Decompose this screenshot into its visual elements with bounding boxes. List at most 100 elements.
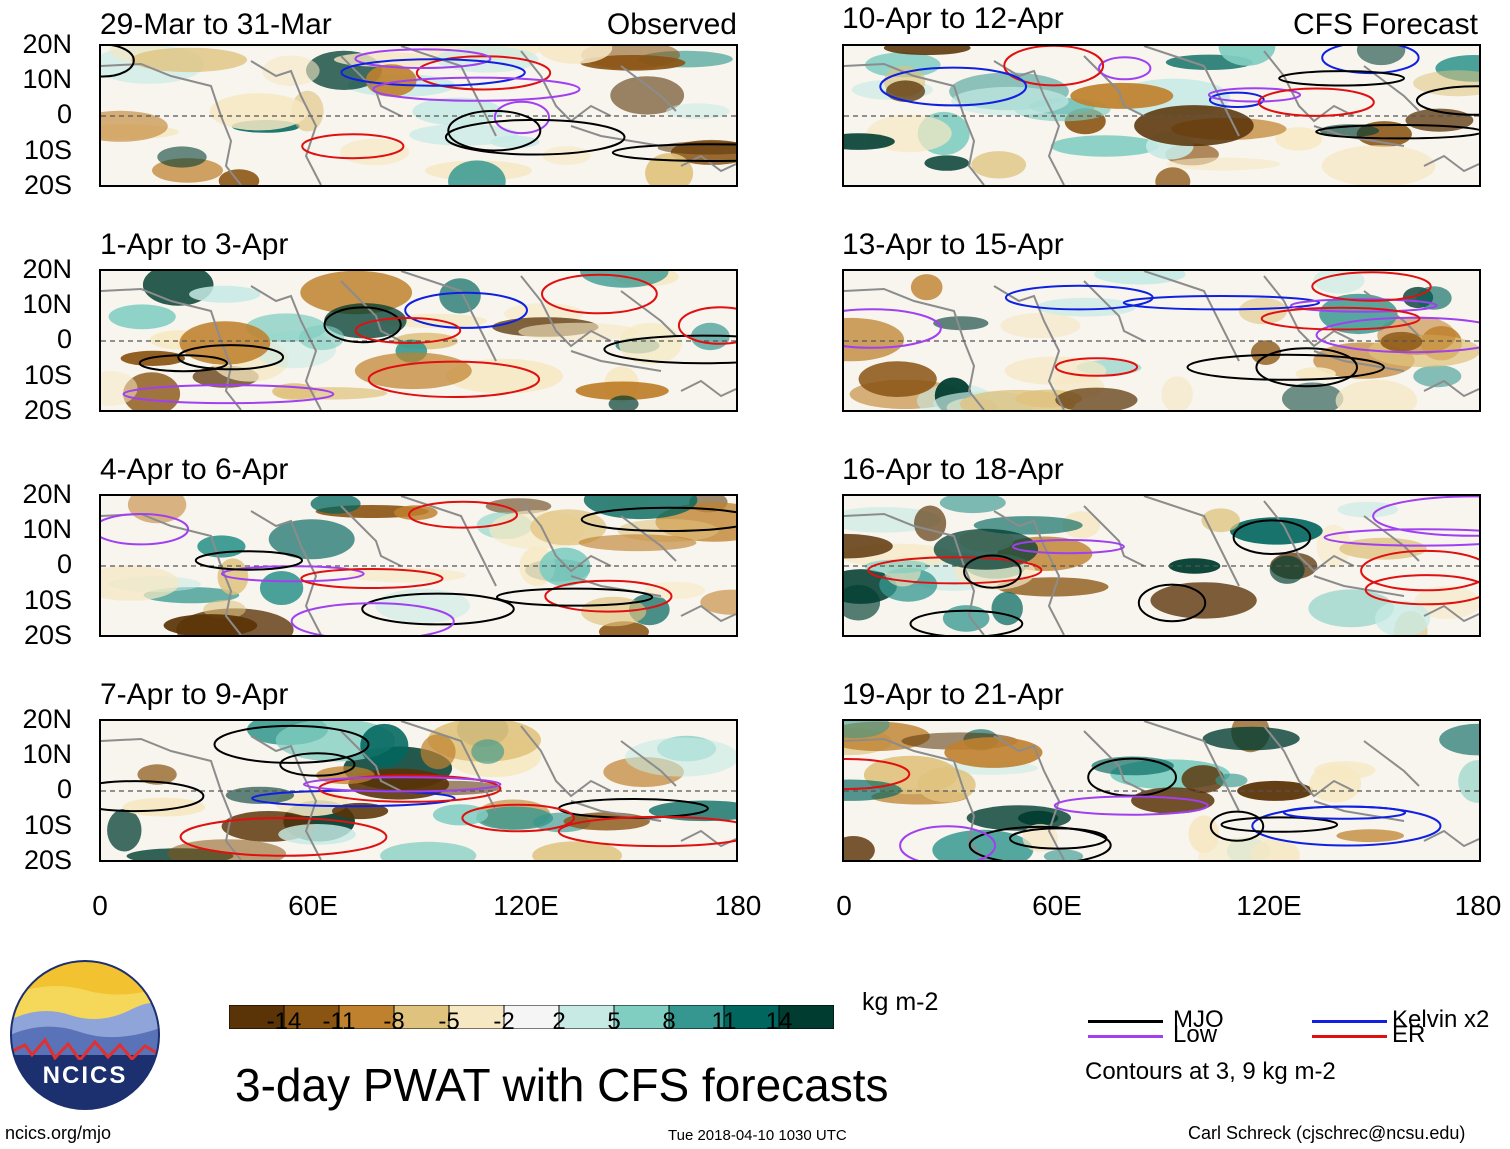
- anomaly-blob: [209, 93, 308, 131]
- mjo-contour: [963, 554, 1022, 589]
- map-panel-observed-3: [99, 494, 738, 637]
- coastline: [1423, 604, 1479, 623]
- coastline: [1263, 50, 1355, 123]
- anomaly-blob: [1155, 167, 1191, 185]
- kelvin-contour: [340, 58, 526, 87]
- anomaly-blob: [137, 764, 177, 785]
- lat-label-0-panel-1: 0: [56, 99, 72, 129]
- anomaly-blob: [942, 605, 990, 632]
- coastline: [1263, 500, 1355, 573]
- anomaly-blob: [1050, 135, 1160, 157]
- anomaly-blob: [530, 509, 607, 546]
- colorbar-tick-label: 8: [662, 1008, 676, 1035]
- legend-note: Contours at 3, 9 kg m-2: [1085, 1058, 1336, 1085]
- low-contour: [1053, 795, 1209, 816]
- mjo-contour: [1137, 583, 1207, 623]
- lat-label-10n-panel-4: 10N: [22, 739, 72, 769]
- mjo-contour: [909, 609, 1024, 635]
- coastline: [1423, 379, 1479, 398]
- legend-label-er: ER: [1392, 1021, 1426, 1048]
- anomaly-blob: [179, 321, 271, 365]
- anomaly-blob: [844, 836, 875, 860]
- anomaly-blob: [163, 614, 258, 635]
- anomaly-blob: [310, 496, 361, 514]
- footer-timestamp: Tue 2018-04-10 1030 UTC: [668, 1127, 847, 1144]
- anomaly-blob: [1036, 297, 1136, 317]
- anomaly-blob: [108, 304, 176, 330]
- coastline: [1143, 496, 1240, 587]
- lat-label-20s-panel-4: 20S: [23, 845, 72, 875]
- legend-line-er: [1312, 1035, 1387, 1038]
- kelvin-contour: [1122, 295, 1321, 311]
- er-contour: [1003, 46, 1105, 87]
- coastline: [570, 125, 662, 147]
- anomaly-blob: [1181, 765, 1225, 794]
- map-panel-forecast-3: [842, 494, 1481, 637]
- lat-label-10n-panel-1: 10N: [22, 64, 72, 94]
- mjo-contour: [1255, 347, 1359, 388]
- er-contour: [367, 360, 541, 399]
- low-contour: [302, 776, 502, 793]
- coastline: [993, 735, 1065, 860]
- anomaly-blob: [268, 519, 355, 560]
- lat-label-0-panel-4: 0: [56, 774, 72, 804]
- coastline: [1313, 575, 1405, 597]
- anomaly-blob: [1375, 600, 1431, 635]
- forecast-label: CFS Forecast: [1292, 8, 1478, 41]
- coastline: [520, 50, 612, 123]
- low-contour: [290, 602, 455, 635]
- coastline: [1423, 829, 1479, 848]
- anomaly-blob: [1043, 849, 1084, 860]
- anomaly-blob: [1150, 582, 1257, 619]
- coastline: [101, 287, 242, 410]
- er-contour: [415, 55, 552, 91]
- colorbar-swatch: [668, 1004, 725, 1030]
- legend-line-mjo: [1088, 1020, 1163, 1023]
- anomaly-blob: [1201, 508, 1240, 533]
- lat-label-10s-panel-3: 10S: [23, 585, 72, 615]
- anomaly-blob: [1004, 356, 1107, 385]
- anomaly-blob: [1215, 773, 1248, 788]
- main-title: 3-day PWAT with CFS forecasts: [235, 1059, 889, 1111]
- map-canvas: [101, 496, 736, 635]
- anomaly-blob: [1380, 331, 1423, 352]
- colorbar-swatch: [558, 1004, 615, 1030]
- coastline: [1083, 730, 1145, 792]
- footer-url[interactable]: ncics.org/mjo: [5, 1123, 112, 1143]
- coastline: [1423, 154, 1479, 173]
- footer-credit[interactable]: Carl Schreck (cjschrec@ncsu.edu): [1188, 1123, 1466, 1143]
- coastline: [1083, 505, 1145, 567]
- er-contour: [301, 133, 405, 160]
- map-panel-forecast-2: [842, 269, 1481, 412]
- coastline: [340, 280, 402, 342]
- low-contour: [1290, 298, 1438, 313]
- colorbar-swatch: [393, 1004, 450, 1030]
- coastline: [1083, 55, 1145, 117]
- anomaly-blob: [944, 737, 1043, 768]
- low-contour: [1315, 316, 1479, 354]
- er-contour: [1257, 87, 1375, 117]
- lat-label-0-panel-3: 0: [56, 549, 72, 579]
- colorbar-tick-label: 2: [552, 1008, 566, 1035]
- lon-label-0-left: 0: [92, 890, 108, 921]
- colorbar-swatch: [448, 1004, 505, 1030]
- panel-title-7: 16-Apr to 18-Apr: [842, 453, 1064, 486]
- map-panel-observed-1: [99, 44, 738, 187]
- lon-label-60e-left: 60E: [288, 890, 338, 921]
- panel-title-1: 29-Mar to 31-Mar: [100, 8, 332, 41]
- legend-line-low: [1088, 1035, 1163, 1038]
- lat-label-0-panel-2: 0: [56, 324, 72, 354]
- anomaly-blob: [1321, 145, 1436, 185]
- coastline: [1083, 280, 1145, 342]
- anomaly-blob: [858, 361, 937, 397]
- er-contour: [541, 273, 658, 315]
- coastline: [250, 285, 322, 410]
- anomaly-blob: [666, 103, 730, 119]
- legend-label-kelvin: Kelvin x2: [1392, 1006, 1490, 1033]
- map-canvas: [844, 496, 1479, 635]
- colorbar-tick-label: 14: [765, 1008, 793, 1035]
- anomaly-blob: [883, 46, 971, 56]
- lat-label-20n-panel-1: 20N: [22, 29, 72, 59]
- mjo-contour: [1220, 816, 1339, 833]
- mjo-contour: [603, 334, 736, 365]
